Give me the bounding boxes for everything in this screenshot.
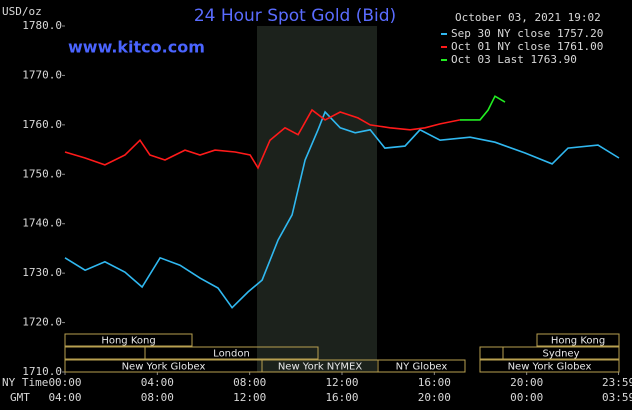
y-tick-label: 1730.0 bbox=[22, 266, 62, 279]
y-tick-label: 1780.0 bbox=[22, 19, 62, 32]
x-row-label: GMT bbox=[10, 391, 30, 404]
session-label: Hong Kong bbox=[101, 336, 155, 347]
x2-tick-label: 08:00 bbox=[141, 391, 174, 404]
x2-tick-label: 03:59 bbox=[602, 391, 632, 404]
session-label: New York Globex bbox=[122, 362, 206, 373]
website: www.kitco.com bbox=[68, 38, 205, 57]
x-tick-label: 08:00 bbox=[233, 376, 266, 389]
session-label: New York NYMEX bbox=[278, 362, 363, 373]
x-tick-label: 23:59 bbox=[602, 376, 632, 389]
y-tick-label: 1770.0 bbox=[22, 68, 62, 81]
timestamp: October 03, 2021 19:02 bbox=[455, 11, 601, 24]
session-label: London bbox=[213, 349, 250, 360]
x2-tick-label: 00:00 bbox=[510, 391, 543, 404]
x-tick-label: 04:00 bbox=[141, 376, 174, 389]
chart-title: 24 Hour Spot Gold (Bid) bbox=[194, 6, 396, 26]
session-box bbox=[64, 333, 193, 347]
session-shade bbox=[257, 26, 377, 372]
legend-swatch bbox=[441, 33, 447, 35]
price-line bbox=[460, 95, 506, 121]
x-tick-label: 16:00 bbox=[418, 376, 451, 389]
y-tick-label: 1710.0 bbox=[22, 365, 62, 378]
x2-tick-label: 12:00 bbox=[233, 391, 266, 404]
y-tick-label: 1720.0 bbox=[22, 316, 62, 329]
session-label: Sydney bbox=[542, 349, 579, 360]
price-line bbox=[64, 110, 620, 309]
session-label: Hong Kong bbox=[551, 336, 605, 347]
session-box bbox=[536, 333, 620, 347]
session-box bbox=[144, 346, 319, 360]
x2-tick-label: 20:00 bbox=[418, 391, 451, 404]
y-tick-label: 1740.0 bbox=[22, 217, 62, 230]
legend-label: Oct 03 Last 1763.90 bbox=[451, 53, 577, 66]
y-tick-label: 1750.0 bbox=[22, 167, 62, 180]
session-box bbox=[502, 346, 620, 360]
x-tick-label: 00:00 bbox=[48, 376, 81, 389]
legend-swatch bbox=[441, 46, 447, 48]
session-box bbox=[377, 359, 466, 373]
legend-swatch bbox=[441, 59, 447, 61]
x-row-label: NY Time bbox=[2, 376, 48, 389]
price-line bbox=[64, 108, 461, 170]
session-label: New York Globex bbox=[508, 362, 592, 373]
legend-label: Oct 01 NY close 1761.00 bbox=[451, 40, 603, 53]
x2-tick-label: 04:00 bbox=[48, 391, 81, 404]
y-axis-label: USD/oz bbox=[2, 5, 42, 18]
session-label: NY Globex bbox=[396, 362, 448, 373]
x-tick-label: 20:00 bbox=[510, 376, 543, 389]
legend-label: Sep 30 NY close 1757.20 bbox=[451, 27, 603, 40]
y-tick-label: 1760.0 bbox=[22, 118, 62, 131]
x2-tick-label: 16:00 bbox=[325, 391, 358, 404]
x-tick-label: 12:00 bbox=[325, 376, 358, 389]
session-box bbox=[479, 359, 620, 373]
